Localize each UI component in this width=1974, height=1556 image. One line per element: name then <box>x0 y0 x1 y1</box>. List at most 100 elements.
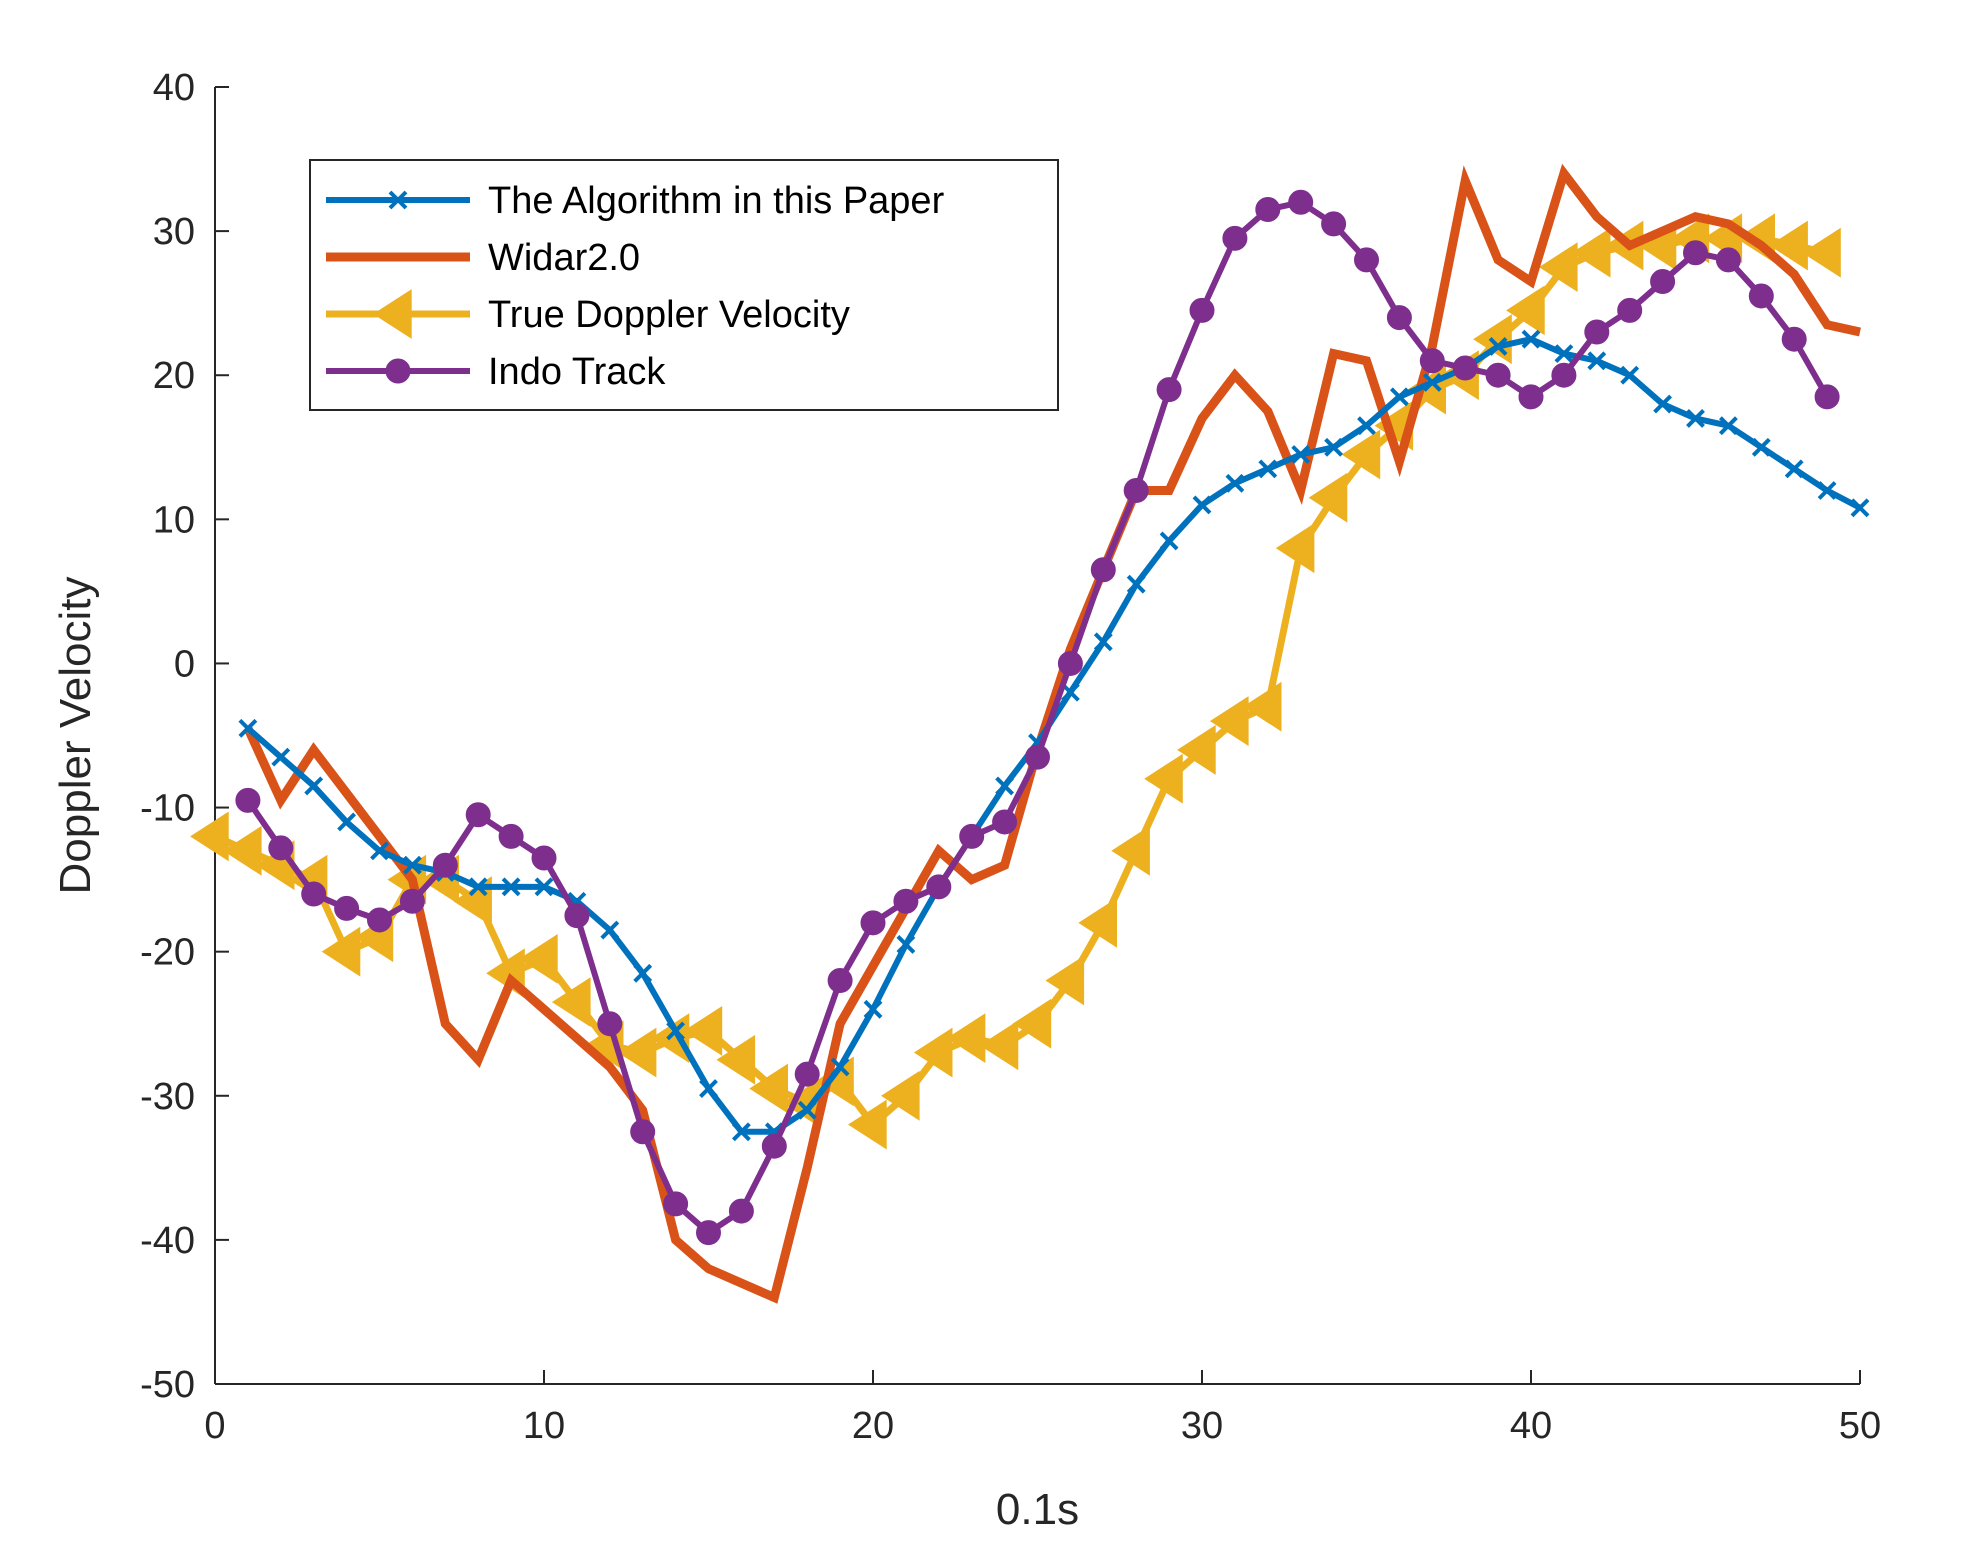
data-point-the-algorithm-in-this-paper <box>1718 416 1738 436</box>
data-point-indo-track <box>399 888 425 914</box>
legend-label: True Doppler Velocity <box>488 294 850 336</box>
data-point-true-doppler-velocity <box>551 977 591 1028</box>
data-point-the-algorithm-in-this-paper <box>238 718 258 738</box>
data-point-true-doppler-velocity <box>1506 285 1545 336</box>
data-point-indo-track <box>794 1061 820 1087</box>
data-point-indo-track <box>696 1220 721 1246</box>
data-point-true-doppler-velocity <box>1769 220 1808 271</box>
data-point-indo-track <box>1748 283 1774 309</box>
data-point-the-algorithm-in-this-paper <box>1225 473 1245 493</box>
data-point-true-doppler-velocity <box>1111 825 1150 876</box>
data-point-true-doppler-velocity <box>1242 681 1282 732</box>
y-tick-label: 40 <box>153 67 195 109</box>
data-point-indo-track <box>531 845 557 871</box>
legend-entry-the-algorithm-in-this-paper: The Algorithm in this Paper <box>326 180 945 222</box>
data-point-indo-track <box>1551 362 1577 388</box>
legend-items: The Algorithm in this Paper Widar2.0 True … <box>326 180 945 393</box>
data-point-the-algorithm-in-this-paper <box>1554 344 1574 364</box>
data-point-the-algorithm-in-this-paper <box>1653 394 1673 414</box>
data-point-the-algorithm-in-this-paper <box>633 963 653 983</box>
data-point-indo-track <box>268 835 294 861</box>
data-point-true-doppler-velocity <box>1341 429 1381 480</box>
data-point-indo-track <box>235 787 261 813</box>
data-point-the-algorithm-in-this-paper <box>896 935 916 954</box>
data-point-the-algorithm-in-this-paper <box>1126 574 1146 594</box>
legend-entry-indo-track: Indo Track <box>326 351 666 393</box>
legend-marker <box>385 358 411 384</box>
data-point-true-doppler-velocity <box>848 1099 887 1150</box>
data-point-indo-track <box>1288 189 1314 215</box>
data-point-indo-track <box>597 1011 623 1037</box>
data-point-indo-track <box>1189 297 1215 323</box>
data-point-the-algorithm-in-this-paper <box>271 747 291 767</box>
data-point-indo-track <box>1683 240 1708 266</box>
data-point-indo-track <box>1354 247 1379 273</box>
data-point-indo-track <box>926 874 952 900</box>
x-axis-title: 0.1s <box>996 1485 1079 1534</box>
data-point-true-doppler-velocity <box>683 1006 723 1056</box>
data-point-the-algorithm-in-this-paper <box>666 1021 686 1041</box>
data-point-indo-track <box>1025 744 1050 770</box>
data-point-indo-track <box>1650 269 1676 295</box>
data-point-indo-track <box>1814 384 1840 410</box>
y-tick-label: -40 <box>140 1220 195 1262</box>
data-point-true-doppler-velocity <box>1571 227 1611 278</box>
x-axis-ticks: 0 10 20 30 40 50 <box>204 1370 1881 1447</box>
data-point-true-doppler-velocity <box>617 1027 657 1078</box>
data-point-indo-track <box>1386 305 1412 331</box>
axes: 0 10 20 30 40 50 40 30 20 10 0 -10 -20 -30 -40 -50 <box>140 67 1881 1447</box>
data-point-the-algorithm-in-this-paper <box>402 855 422 875</box>
y-tick-label: -50 <box>140 1364 195 1406</box>
y-tick-label: -20 <box>140 932 195 974</box>
data-point-indo-track <box>301 881 327 907</box>
data-point-true-doppler-velocity <box>1045 955 1085 1006</box>
data-point-indo-track <box>1057 650 1083 676</box>
data-point-the-algorithm-in-this-paper <box>370 841 389 861</box>
data-point-the-algorithm-in-this-paper <box>830 1057 850 1077</box>
data-point-the-algorithm-in-this-paper <box>1751 437 1771 457</box>
data-point-the-algorithm-in-this-paper <box>1192 495 1212 515</box>
data-point-the-algorithm-in-this-paper <box>1357 416 1376 436</box>
legend-entry-widar2-0: Widar2.0 <box>326 237 640 279</box>
data-point-the-algorithm-in-this-paper <box>1850 498 1870 518</box>
data-point-indo-track <box>663 1191 689 1217</box>
data-point-the-algorithm-in-this-paper <box>1784 459 1804 479</box>
x-tick-label: 30 <box>1181 1405 1223 1447</box>
data-point-indo-track <box>1419 348 1445 374</box>
data-point-indo-track <box>465 802 491 828</box>
series-layer <box>190 163 1870 1304</box>
data-point-indo-track <box>761 1133 787 1159</box>
data-point-indo-track <box>1156 377 1182 403</box>
legend-label: Widar2.0 <box>488 237 640 279</box>
data-point-the-algorithm-in-this-paper <box>1422 373 1442 392</box>
y-tick-label: 10 <box>153 499 195 541</box>
data-point-the-algorithm-in-this-paper <box>1817 481 1837 500</box>
legend-label: Indo Track <box>488 351 666 393</box>
data-point-indo-track <box>893 888 919 914</box>
data-point-the-algorithm-in-this-paper <box>600 920 620 940</box>
data-point-the-algorithm-in-this-paper <box>1093 632 1113 652</box>
y-tick-label: -10 <box>140 788 195 830</box>
data-point-the-algorithm-in-this-paper <box>304 776 324 796</box>
data-point-the-algorithm-in-this-paper <box>1324 437 1344 457</box>
data-point-true-doppler-velocity <box>321 926 361 977</box>
data-point-indo-track <box>1123 478 1149 504</box>
data-point-indo-track <box>432 852 458 878</box>
data-point-true-doppler-velocity <box>1012 998 1052 1049</box>
x-tick-label: 40 <box>1510 1405 1552 1447</box>
legend: The Algorithm in this Paper Widar2.0 True … <box>309 159 1059 411</box>
data-point-the-algorithm-in-this-paper <box>337 812 357 832</box>
data-point-indo-track <box>367 907 392 933</box>
data-point-true-doppler-velocity <box>1144 753 1183 804</box>
data-point-true-doppler-velocity <box>222 825 262 876</box>
data-point-indo-track <box>630 1119 656 1145</box>
data-point-indo-track <box>1321 211 1347 237</box>
data-point-true-doppler-velocity <box>946 1013 986 1064</box>
series-line-widar2-0 <box>243 163 1861 1304</box>
data-point-the-algorithm-in-this-paper <box>1389 387 1409 407</box>
data-point-indo-track <box>1617 297 1643 323</box>
x-tick-label: 50 <box>1839 1405 1881 1447</box>
data-point-indo-track <box>1781 326 1807 352</box>
data-point-true-doppler-velocity <box>716 1034 756 1085</box>
